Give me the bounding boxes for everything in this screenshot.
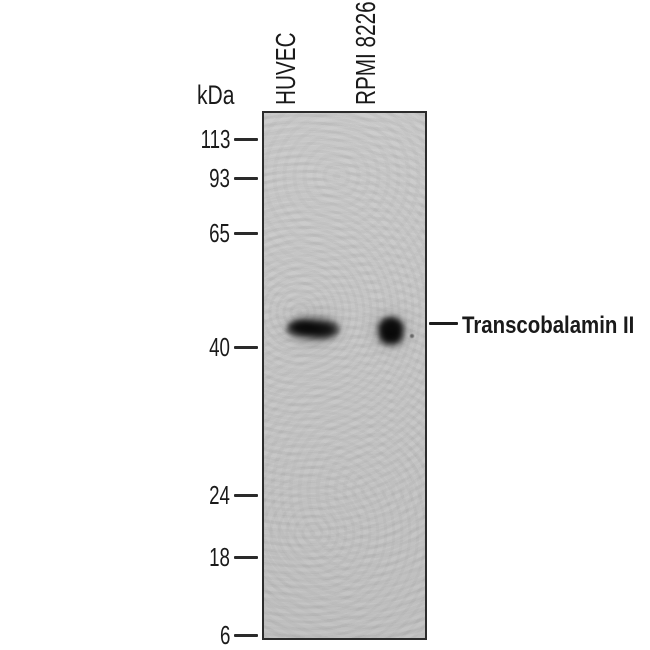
marker-label: 40 bbox=[209, 332, 230, 362]
marker-row-6: 6 bbox=[150, 621, 258, 649]
blot-membrane bbox=[262, 111, 427, 640]
marker-tick bbox=[234, 633, 258, 637]
marker-row-40: 40 bbox=[150, 333, 258, 361]
band-speck bbox=[410, 334, 414, 338]
marker-tick bbox=[234, 493, 258, 497]
marker-tick bbox=[234, 555, 258, 559]
marker-label: 113 bbox=[200, 124, 230, 154]
membrane-texture bbox=[264, 113, 425, 638]
annotation-label: Transcobalamin II bbox=[462, 312, 635, 339]
lane-label-huvec: HUVEC bbox=[270, 32, 301, 105]
marker-tick bbox=[234, 137, 258, 141]
lane-label-rpmi-8226: RPMI 8226 bbox=[350, 1, 381, 106]
marker-row-113: 113 bbox=[150, 125, 258, 153]
marker-row-93: 93 bbox=[150, 164, 258, 192]
marker-label: 93 bbox=[209, 163, 230, 193]
marker-row-65: 65 bbox=[150, 219, 258, 247]
marker-label: 6 bbox=[219, 620, 230, 650]
marker-label: 18 bbox=[209, 542, 230, 572]
marker-tick bbox=[234, 231, 258, 235]
band-rpmi-8226 bbox=[374, 313, 408, 349]
marker-tick bbox=[234, 176, 258, 180]
unit-label: kDa bbox=[197, 80, 235, 110]
marker-row-24: 24 bbox=[150, 481, 258, 509]
marker-row-18: 18 bbox=[150, 543, 258, 571]
marker-label: 65 bbox=[209, 218, 230, 248]
band-huvec bbox=[286, 315, 340, 343]
annotation-pointer-line bbox=[429, 322, 458, 325]
marker-tick bbox=[234, 345, 258, 349]
marker-label: 24 bbox=[209, 480, 230, 510]
